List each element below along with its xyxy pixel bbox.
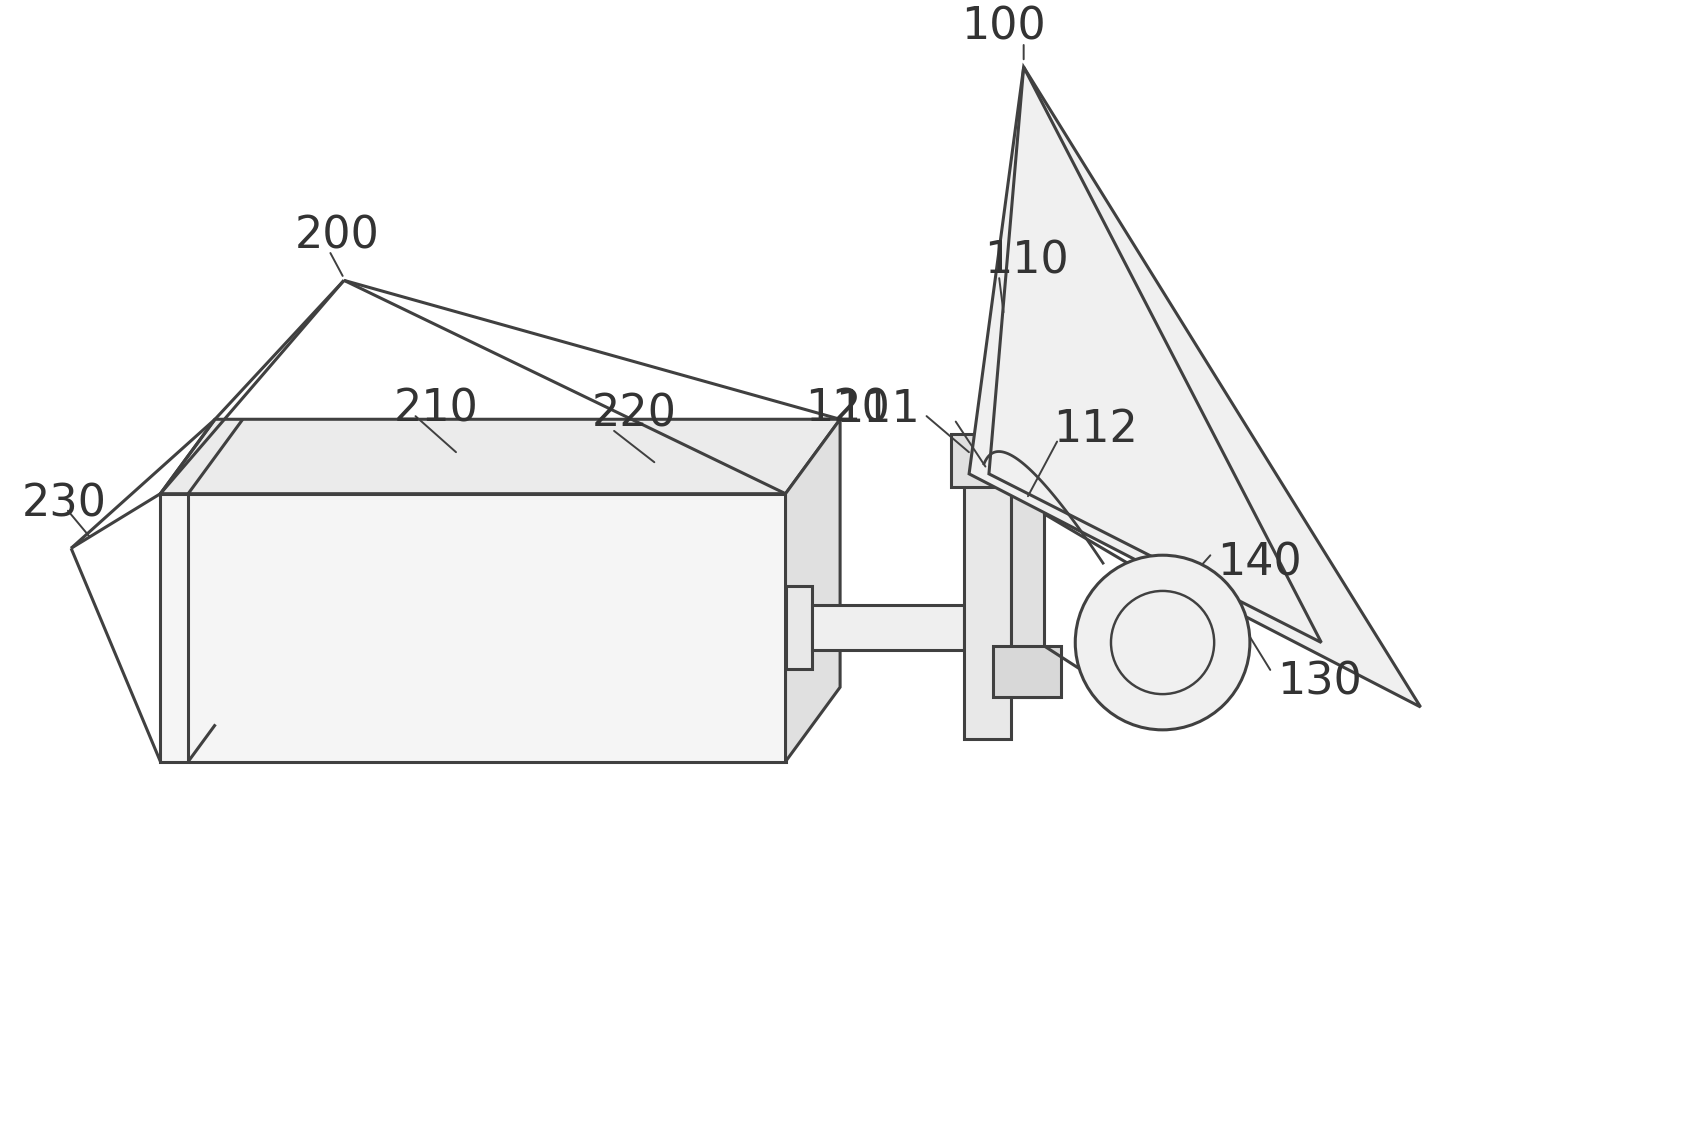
Text: 112: 112 [1054, 408, 1139, 451]
Bar [812, 605, 963, 650]
Text: 130: 130 [1277, 661, 1362, 704]
Circle shape [1076, 555, 1250, 729]
Bar [963, 444, 1011, 739]
Text: 111: 111 [835, 388, 919, 431]
Polygon shape [160, 493, 786, 761]
Text: 110: 110 [984, 239, 1069, 282]
Polygon shape [160, 419, 841, 493]
Bar [951, 434, 1023, 487]
Text: 210: 210 [394, 388, 479, 431]
Text: 100: 100 [962, 6, 1047, 49]
Text: 230: 230 [22, 482, 106, 526]
Bar [992, 646, 1062, 697]
Text: 220: 220 [592, 393, 677, 436]
Bar [1011, 493, 1043, 697]
Text: 200: 200 [295, 214, 379, 258]
Text: 140: 140 [1217, 542, 1303, 585]
Polygon shape [968, 68, 1420, 706]
Text: 120: 120 [805, 388, 890, 431]
Polygon shape [786, 419, 841, 761]
Bar [786, 586, 812, 670]
